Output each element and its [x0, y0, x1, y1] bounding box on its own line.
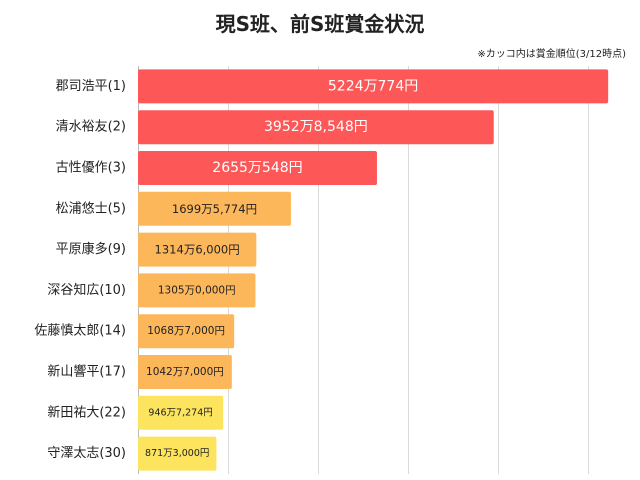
bar-5 — [138, 232, 257, 267]
bar-6 — [138, 273, 256, 308]
value-label-8: 1042万7,000円 — [146, 366, 224, 378]
category-label-7: 佐藤慎太郎(14) — [34, 324, 126, 339]
bar-7 — [138, 314, 235, 349]
bar-10 — [138, 436, 217, 471]
value-label-6: 1305万0,000円 — [158, 284, 236, 296]
category-label-5: 平原康多(9) — [56, 241, 126, 257]
bar-1 — [138, 69, 609, 104]
bar-4 — [138, 191, 291, 226]
bar-9 — [138, 395, 224, 430]
category-label-8: 新山響平(17) — [47, 364, 126, 380]
category-label-4: 松浦悠士(5) — [56, 201, 126, 216]
value-label-3: 2655万548円 — [212, 160, 302, 176]
chart-note: ※カッコ内は賞金順位(3/12時点) — [477, 49, 626, 60]
category-label-3: 古性優作(3) — [56, 161, 126, 176]
value-label-1: 5224万774円 — [328, 78, 418, 94]
value-label-9: 946万7,274円 — [148, 407, 212, 418]
category-label-10: 守澤太志(30) — [47, 446, 126, 461]
category-label-2: 清水裕友(2) — [56, 119, 126, 135]
value-label-7: 1068万7,000円 — [147, 325, 225, 337]
value-label-10: 871万3,000円 — [145, 448, 209, 459]
value-label-2: 3952万8,548円 — [264, 119, 368, 135]
category-label-9: 新田祐大(22) — [47, 404, 126, 420]
bar-3 — [138, 151, 377, 185]
chart-title: 現S班、前S班賞金状況 — [215, 12, 425, 36]
bar-8 — [138, 355, 232, 389]
category-label-6: 深谷知広(10) — [47, 282, 126, 298]
value-label-5: 1314万6,000円 — [155, 243, 240, 257]
bar-2 — [138, 110, 494, 145]
value-label-4: 1699万5,774円 — [172, 202, 257, 216]
category-label-1: 郡司浩平(1) — [56, 79, 126, 94]
